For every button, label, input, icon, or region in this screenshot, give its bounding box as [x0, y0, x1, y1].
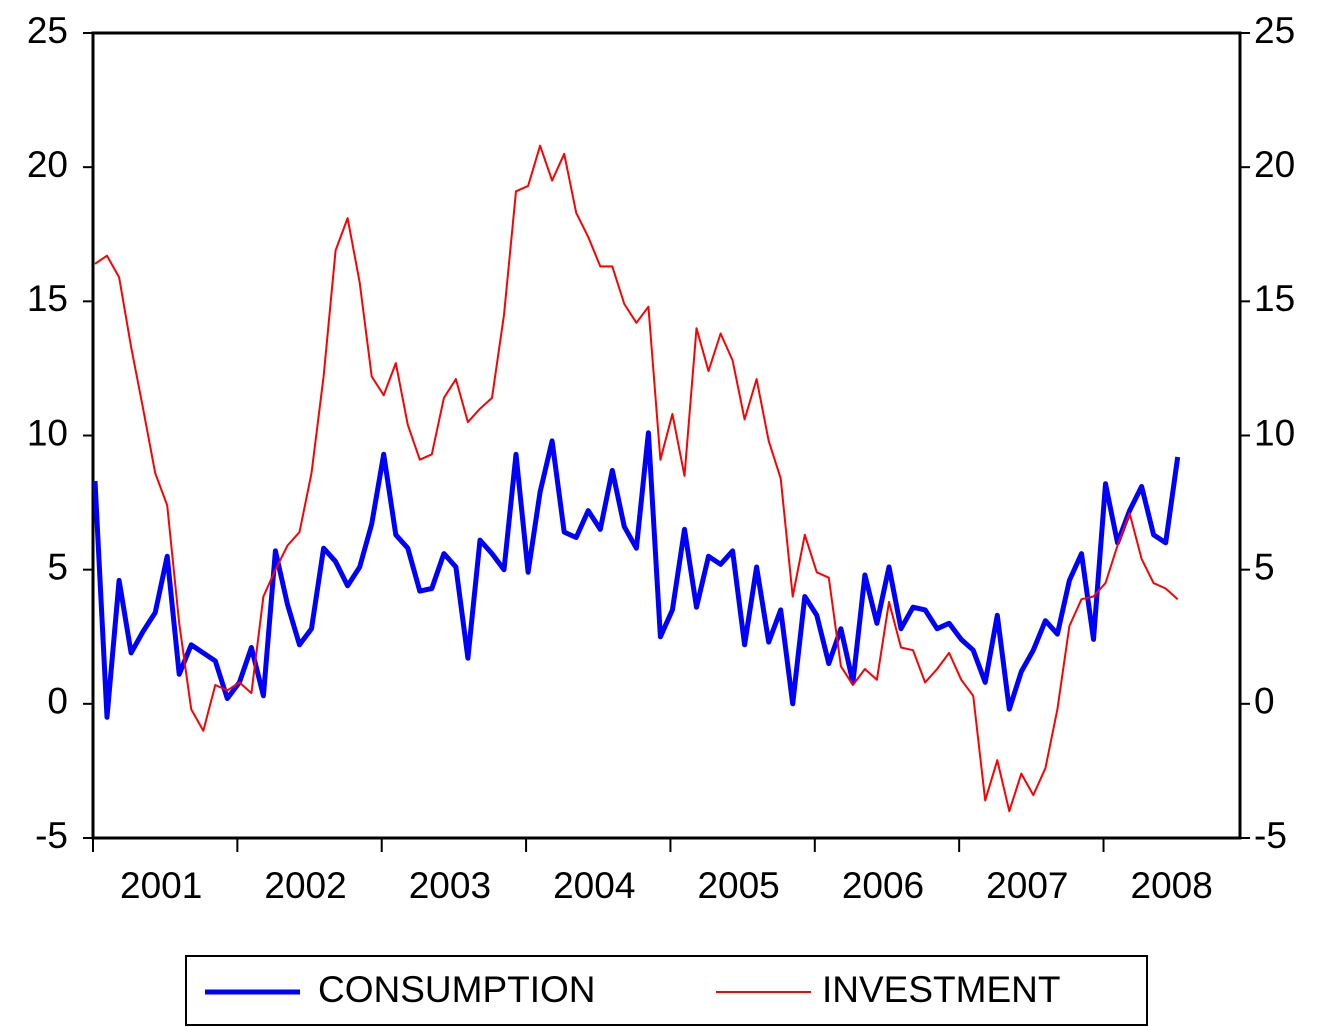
y-tick-label: 20: [27, 144, 68, 185]
x-tick-label: 2002: [264, 865, 346, 906]
series-line: [92, 430, 1181, 720]
y-tick-label: -5: [35, 815, 68, 856]
x-tick-label: 2001: [120, 865, 202, 906]
series-line: [94, 144, 1179, 813]
y2-tick-label: 0: [1254, 681, 1275, 722]
y2-tick-label: 15: [1254, 278, 1295, 319]
x-tick-label: 2007: [986, 865, 1068, 906]
y2-tick-label: 20: [1254, 144, 1295, 185]
legend-label: INVESTMENT: [822, 969, 1060, 1010]
x-tick-label: 2003: [409, 865, 491, 906]
x-tick-label: 2005: [697, 865, 779, 906]
legend-box: [185, 955, 1148, 1026]
x-tick-label: 2004: [553, 865, 635, 906]
y2-tick-label: 25: [1254, 10, 1295, 51]
legend-label: CONSUMPTION: [318, 969, 596, 1010]
y2-tick-label: 5: [1254, 546, 1275, 587]
x-tick-label: 2006: [842, 865, 924, 906]
x-tick-label: 2008: [1131, 865, 1213, 906]
y-tick-label: 25: [27, 10, 68, 51]
y-tick-label: 5: [47, 546, 68, 587]
y-tick-label: 0: [47, 681, 68, 722]
y-tick-label: 10: [27, 412, 68, 453]
y-tick-label: 15: [27, 278, 68, 319]
y2-tick-label: -5: [1254, 815, 1287, 856]
y2-tick-label: 10: [1254, 412, 1295, 453]
